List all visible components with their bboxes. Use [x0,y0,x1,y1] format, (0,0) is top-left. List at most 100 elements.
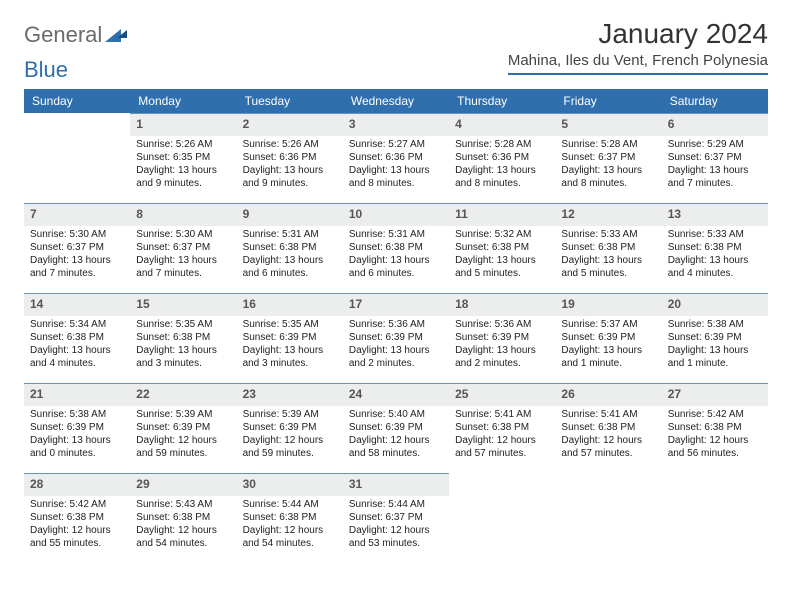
day-number: 6 [662,113,768,136]
day-number: 12 [555,203,661,226]
calendar-day: 15Sunrise: 5:35 AMSunset: 6:38 PMDayligh… [130,293,236,383]
day-number: 11 [449,203,555,226]
calendar-day: 23Sunrise: 5:39 AMSunset: 6:39 PMDayligh… [237,383,343,473]
calendar-day: 21Sunrise: 5:38 AMSunset: 6:39 PMDayligh… [24,383,130,473]
day-number: 10 [343,203,449,226]
day-number: 9 [237,203,343,226]
day-number: 14 [24,293,130,316]
day-number: 8 [130,203,236,226]
day-content: Sunrise: 5:26 AMSunset: 6:36 PMDaylight:… [237,136,343,194]
calendar-day: 22Sunrise: 5:39 AMSunset: 6:39 PMDayligh… [130,383,236,473]
calendar-day: 24Sunrise: 5:40 AMSunset: 6:39 PMDayligh… [343,383,449,473]
calendar-table: SundayMondayTuesdayWednesdayThursdayFrid… [24,89,768,563]
day-number: 18 [449,293,555,316]
day-content: Sunrise: 5:32 AMSunset: 6:38 PMDaylight:… [449,226,555,284]
day-content: Sunrise: 5:28 AMSunset: 6:36 PMDaylight:… [449,136,555,194]
calendar-day: 14Sunrise: 5:34 AMSunset: 6:38 PMDayligh… [24,293,130,383]
day-content: Sunrise: 5:44 AMSunset: 6:38 PMDaylight:… [237,496,343,554]
day-content: Sunrise: 5:40 AMSunset: 6:39 PMDaylight:… [343,406,449,464]
calendar-empty: . [449,473,555,563]
day-content: Sunrise: 5:26 AMSunset: 6:35 PMDaylight:… [130,136,236,194]
calendar-row: 28Sunrise: 5:42 AMSunset: 6:38 PMDayligh… [24,473,768,563]
weekday-header: Monday [130,89,236,113]
day-content: Sunrise: 5:44 AMSunset: 6:37 PMDaylight:… [343,496,449,554]
day-content: Sunrise: 5:36 AMSunset: 6:39 PMDaylight:… [343,316,449,374]
day-content: Sunrise: 5:38 AMSunset: 6:39 PMDaylight:… [662,316,768,374]
day-number: 19 [555,293,661,316]
calendar-day: 31Sunrise: 5:44 AMSunset: 6:37 PMDayligh… [343,473,449,563]
logo-icon [105,26,127,44]
calendar-empty: . [662,473,768,563]
day-content: Sunrise: 5:30 AMSunset: 6:37 PMDaylight:… [130,226,236,284]
calendar-day: 30Sunrise: 5:44 AMSunset: 6:38 PMDayligh… [237,473,343,563]
calendar-day: 13Sunrise: 5:33 AMSunset: 6:38 PMDayligh… [662,203,768,293]
day-content: Sunrise: 5:39 AMSunset: 6:39 PMDaylight:… [237,406,343,464]
day-content: Sunrise: 5:28 AMSunset: 6:37 PMDaylight:… [555,136,661,194]
day-content: Sunrise: 5:43 AMSunset: 6:38 PMDaylight:… [130,496,236,554]
day-number: 31 [343,473,449,496]
day-number: 1 [130,113,236,136]
day-number: 3 [343,113,449,136]
day-number: 15 [130,293,236,316]
calendar-day: 27Sunrise: 5:42 AMSunset: 6:38 PMDayligh… [662,383,768,473]
calendar-day: 18Sunrise: 5:36 AMSunset: 6:39 PMDayligh… [449,293,555,383]
logo: General [24,22,129,48]
weekday-header: Saturday [662,89,768,113]
calendar-day: 8Sunrise: 5:30 AMSunset: 6:37 PMDaylight… [130,203,236,293]
day-number: 4 [449,113,555,136]
day-number: 20 [662,293,768,316]
calendar-row: 7Sunrise: 5:30 AMSunset: 6:37 PMDaylight… [24,203,768,293]
day-content: Sunrise: 5:33 AMSunset: 6:38 PMDaylight:… [662,226,768,284]
calendar-day: 1Sunrise: 5:26 AMSunset: 6:35 PMDaylight… [130,113,236,203]
calendar-day: 7Sunrise: 5:30 AMSunset: 6:37 PMDaylight… [24,203,130,293]
calendar-row: 21Sunrise: 5:38 AMSunset: 6:39 PMDayligh… [24,383,768,473]
day-number: 16 [237,293,343,316]
calendar-day: 2Sunrise: 5:26 AMSunset: 6:36 PMDaylight… [237,113,343,203]
day-content: Sunrise: 5:39 AMSunset: 6:39 PMDaylight:… [130,406,236,464]
calendar-day: 6Sunrise: 5:29 AMSunset: 6:37 PMDaylight… [662,113,768,203]
weekday-header: Tuesday [237,89,343,113]
day-content: Sunrise: 5:27 AMSunset: 6:36 PMDaylight:… [343,136,449,194]
calendar-day: 5Sunrise: 5:28 AMSunset: 6:37 PMDaylight… [555,113,661,203]
calendar-body: . 1Sunrise: 5:26 AMSunset: 6:35 PMDaylig… [24,113,768,563]
calendar-day: 28Sunrise: 5:42 AMSunset: 6:38 PMDayligh… [24,473,130,563]
logo-word2: Blue [24,57,68,83]
day-content: Sunrise: 5:38 AMSunset: 6:39 PMDaylight:… [24,406,130,464]
weekday-header: Wednesday [343,89,449,113]
calendar-day: 26Sunrise: 5:41 AMSunset: 6:38 PMDayligh… [555,383,661,473]
weekday-header: Friday [555,89,661,113]
calendar-empty: . [24,113,130,203]
day-content: Sunrise: 5:41 AMSunset: 6:38 PMDaylight:… [449,406,555,464]
calendar-day: 29Sunrise: 5:43 AMSunset: 6:38 PMDayligh… [130,473,236,563]
day-number: 28 [24,473,130,496]
calendar-row: . 1Sunrise: 5:26 AMSunset: 6:35 PMDaylig… [24,113,768,203]
calendar-day: 11Sunrise: 5:32 AMSunset: 6:38 PMDayligh… [449,203,555,293]
day-number: 2 [237,113,343,136]
day-content: Sunrise: 5:30 AMSunset: 6:37 PMDaylight:… [24,226,130,284]
day-number: 26 [555,383,661,406]
day-number: 27 [662,383,768,406]
month-title: January 2024 [508,18,768,50]
day-number: 29 [130,473,236,496]
day-number: 24 [343,383,449,406]
day-content: Sunrise: 5:36 AMSunset: 6:39 PMDaylight:… [449,316,555,374]
day-number: 23 [237,383,343,406]
calendar-day: 3Sunrise: 5:27 AMSunset: 6:36 PMDaylight… [343,113,449,203]
weekday-header: Sunday [24,89,130,113]
day-number: 25 [449,383,555,406]
calendar-day: 25Sunrise: 5:41 AMSunset: 6:38 PMDayligh… [449,383,555,473]
calendar-head: SundayMondayTuesdayWednesdayThursdayFrid… [24,89,768,113]
location: Mahina, Iles du Vent, French Polynesia [508,52,768,75]
day-content: Sunrise: 5:29 AMSunset: 6:37 PMDaylight:… [662,136,768,194]
day-number: 22 [130,383,236,406]
day-content: Sunrise: 5:31 AMSunset: 6:38 PMDaylight:… [237,226,343,284]
day-content: Sunrise: 5:35 AMSunset: 6:38 PMDaylight:… [130,316,236,374]
weekday-header: Thursday [449,89,555,113]
day-number: 5 [555,113,661,136]
day-number: 7 [24,203,130,226]
day-number: 13 [662,203,768,226]
day-content: Sunrise: 5:42 AMSunset: 6:38 PMDaylight:… [24,496,130,554]
logo-word1: General [24,22,102,48]
day-number: 21 [24,383,130,406]
day-content: Sunrise: 5:33 AMSunset: 6:38 PMDaylight:… [555,226,661,284]
